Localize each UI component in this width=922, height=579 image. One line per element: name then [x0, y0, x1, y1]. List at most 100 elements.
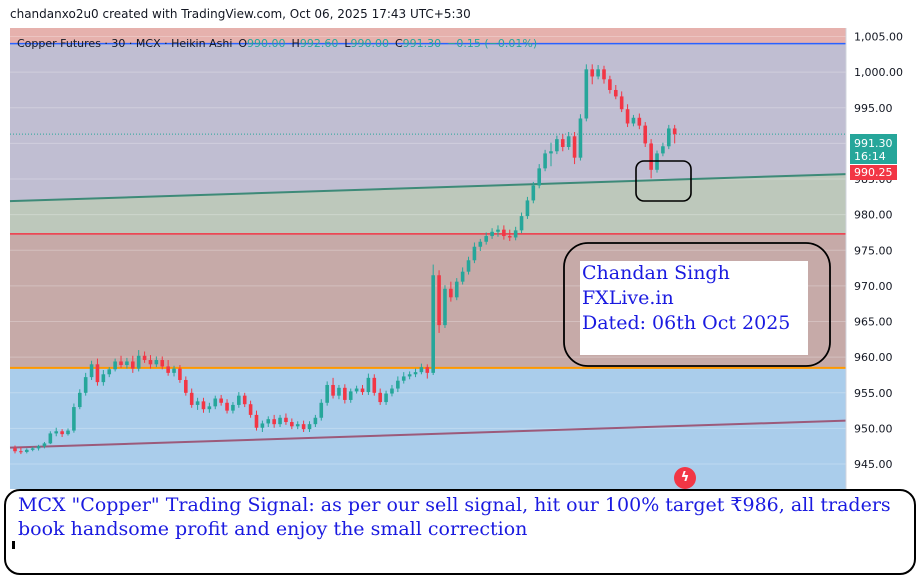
candle-body	[649, 143, 653, 170]
candle-body	[566, 136, 571, 147]
candle	[166, 360, 170, 376]
candle	[119, 355, 123, 368]
candle	[113, 358, 117, 372]
candle	[172, 365, 176, 377]
candle-body	[460, 271, 465, 282]
candle	[631, 114, 636, 127]
candle	[107, 367, 112, 378]
highlight-box	[635, 160, 692, 202]
candle-body	[89, 364, 94, 378]
candle-body	[207, 406, 212, 410]
candle	[484, 232, 488, 245]
text-caret	[12, 541, 15, 549]
candle-body	[413, 372, 418, 375]
candle	[490, 228, 494, 239]
candle	[555, 135, 559, 155]
candle-body	[360, 388, 365, 393]
candle	[590, 64, 595, 85]
candle-body	[107, 369, 112, 375]
candle-body	[201, 401, 206, 410]
candle-body	[77, 392, 82, 408]
candle	[295, 421, 300, 430]
price-tick-label: 945.00	[854, 458, 893, 471]
candle	[454, 278, 459, 301]
candle-body	[337, 387, 341, 396]
candle	[184, 376, 188, 396]
candle	[42, 441, 47, 449]
candle-body	[295, 424, 300, 427]
candle-body	[42, 443, 47, 447]
candle-body	[272, 419, 276, 425]
candle	[366, 373, 371, 395]
tradingview-lightning-icon[interactable]: ϟ	[674, 467, 696, 489]
candle	[77, 389, 82, 410]
legend-h-value: 992.60	[300, 37, 339, 50]
candle	[148, 355, 153, 369]
annotation-frame	[563, 242, 831, 367]
candle-body	[72, 407, 76, 431]
candle-body	[219, 398, 223, 403]
candle-body	[354, 388, 359, 392]
candle	[513, 226, 518, 241]
candle-body	[519, 216, 524, 231]
candle-body	[608, 79, 612, 90]
green-trendline	[9, 173, 847, 203]
candle	[372, 374, 377, 396]
candle-body	[83, 377, 88, 393]
candle-body	[66, 430, 70, 435]
candle	[531, 181, 536, 204]
candle-body	[189, 392, 194, 405]
candle	[219, 394, 223, 406]
axis-background	[846, 28, 922, 489]
candle-body	[260, 423, 265, 428]
candle	[301, 420, 306, 432]
candle	[608, 75, 612, 94]
candle-body	[425, 367, 430, 373]
candle	[443, 285, 447, 328]
candle	[207, 402, 212, 413]
candle	[343, 384, 347, 404]
candle-body	[507, 236, 512, 238]
candle	[30, 446, 35, 452]
candle-body	[672, 128, 677, 135]
candle	[543, 149, 547, 172]
signal-message-box: MCX "Copper" Trading Signal: as per our …	[4, 489, 916, 575]
candle	[566, 132, 571, 150]
price-tick-label: 960.00	[854, 351, 893, 364]
candle-body	[248, 404, 253, 415]
candle-body	[407, 374, 412, 377]
annotation-author: Chandan Singh	[582, 262, 730, 284]
candle-body	[449, 288, 453, 298]
candle-body	[136, 355, 141, 369]
price-tag-last: 991.30 16:14	[850, 134, 897, 164]
candle-body	[331, 384, 335, 396]
candle-body	[254, 414, 259, 428]
legend-symbol: Copper Futures · 30 · MCX · Heikin Ashi	[17, 37, 232, 50]
candle	[354, 385, 359, 394]
candle-body	[95, 364, 100, 383]
price-tick-label: 1,005.00	[854, 31, 903, 44]
price-axis[interactable]: 1,005.001,000.00995.00990.00985.00980.00…	[845, 28, 922, 489]
candle	[278, 414, 282, 428]
candle-body	[231, 404, 235, 411]
candle	[125, 357, 129, 369]
candle	[496, 225, 500, 237]
candle-body	[661, 146, 665, 154]
candle	[572, 132, 577, 165]
candle	[178, 365, 182, 383]
candle-body	[619, 96, 624, 110]
candle-body	[525, 200, 530, 217]
candle	[396, 376, 400, 393]
candle	[95, 358, 100, 386]
candle-body	[172, 368, 176, 373]
price-tick-label: 1,000.00	[854, 66, 903, 79]
candle-body	[225, 402, 229, 411]
candle-body	[178, 368, 182, 380]
candle	[66, 428, 70, 436]
candle-body	[278, 417, 282, 425]
candle	[602, 65, 606, 84]
purple-trendline	[9, 419, 847, 449]
candle	[507, 229, 512, 242]
price-tick-label: 970.00	[854, 280, 893, 293]
